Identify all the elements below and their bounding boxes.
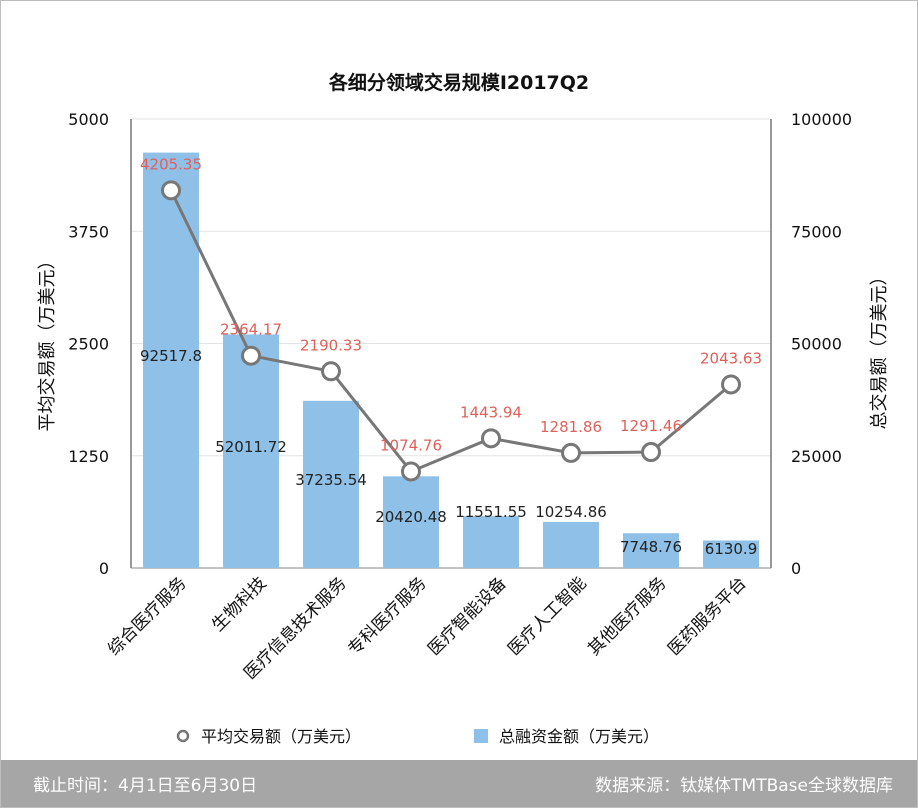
chart-svg: 各细分领域交易规模I2017Q2 0 0 1250 25000 2500 50000 3750… <box>37 71 890 746</box>
y-right-tick-label: 25000 <box>791 447 842 466</box>
legend-line-marker <box>176 729 190 743</box>
line-point <box>321 361 341 382</box>
x-tick-label: 专科医疗服务 <box>344 573 430 659</box>
line-point <box>721 374 741 395</box>
line-value-label: 2190.33 <box>300 336 362 354</box>
y-left-tick-label: 2500 <box>68 335 109 354</box>
bar-value-label: 7748.76 <box>620 538 682 556</box>
y-right-tick-label: 75000 <box>791 222 842 241</box>
x-tick-label: 医疗智能设备 <box>424 573 510 659</box>
x-tick-label: 生物科技 <box>208 573 270 635</box>
line-value-label: 1074.76 <box>380 436 442 454</box>
y-left-tick-label: 3750 <box>68 222 109 241</box>
footer-bar: 截止时间：4月1日至6月30日 数据来源：钛媒体TMTBase全球数据库 <box>1 760 917 807</box>
line-point <box>241 345 261 366</box>
bar-value-label: 37235.54 <box>295 471 367 489</box>
line-value-label: 1291.46 <box>620 417 682 435</box>
x-tick-label: 医疗人工智能 <box>504 573 590 659</box>
bar-value-label: 6130.9 <box>705 540 758 558</box>
footer-data-source: 数据来源：钛媒体TMTBase全球数据库 <box>595 776 893 796</box>
legend-bar-swatch <box>474 729 488 743</box>
y-right-tick-label: 50000 <box>791 335 842 354</box>
bar-value-label: 11551.55 <box>455 503 527 521</box>
line-value-label: 1281.86 <box>540 418 602 436</box>
bar <box>143 152 199 568</box>
line-value-label: 4205.35 <box>140 155 202 173</box>
line-point <box>161 180 181 201</box>
bar-value-label: 92517.8 <box>140 347 202 365</box>
footer-time-range: 截止时间：4月1日至6月30日 <box>33 776 258 796</box>
line-value-label: 2364.17 <box>220 321 282 339</box>
average-line <box>169 189 732 474</box>
bar-value-label: 20420.48 <box>375 508 447 526</box>
bar <box>623 533 679 568</box>
line-value-label: 1443.94 <box>460 403 522 421</box>
y-left-tick-label: 1250 <box>68 447 109 466</box>
x-tick-label: 综合医疗服务 <box>104 573 190 659</box>
legend-bar-label: 总融资金额（万美元） <box>499 727 659 746</box>
line-point <box>561 442 581 463</box>
line-point <box>401 461 421 482</box>
bar <box>383 476 439 568</box>
bar-value-label: 52011.72 <box>215 438 287 456</box>
bar-value-label: 10254.86 <box>535 503 607 521</box>
line-value-label: 2043.63 <box>700 349 762 367</box>
legend-line-label: 平均交易额（万美元） <box>201 727 361 746</box>
y-left-tick-label: 0 <box>99 559 109 578</box>
bar <box>223 334 279 568</box>
bar <box>463 516 519 568</box>
y-right-tick-label: 0 <box>791 559 801 578</box>
line-point <box>481 428 501 449</box>
bar <box>703 540 759 568</box>
chart-title: 各细分领域交易规模I2017Q2 <box>328 71 589 94</box>
y-left-tick-label: 5000 <box>68 110 109 129</box>
y-right-axis-title: 总交易额（万美元） <box>869 268 890 430</box>
y-left-axis-title: 平均交易额（万美元） <box>37 252 58 432</box>
bar <box>303 400 359 568</box>
bar <box>543 521 599 568</box>
x-tick-label: 医药服务平台 <box>664 573 750 659</box>
x-tick-label: 其他医疗服务 <box>584 573 670 659</box>
line-point <box>641 442 661 463</box>
y-right-tick-label: 100000 <box>791 110 852 129</box>
